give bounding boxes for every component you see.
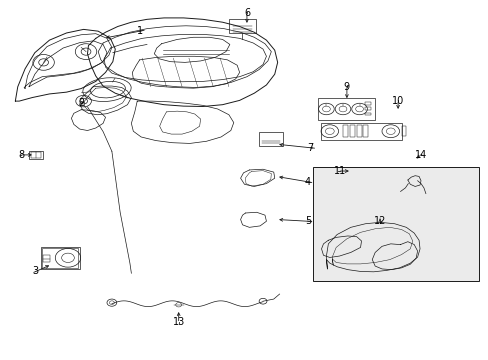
Bar [365,102,370,105]
Text: 1: 1 [136,26,142,36]
Bar [42,255,50,262]
Bar [365,113,370,116]
Bar [41,247,80,269]
Text: 10: 10 [391,96,404,106]
Text: 13: 13 [172,317,184,327]
Text: 3: 3 [33,266,39,276]
Bar [31,152,41,158]
Text: 6: 6 [244,8,249,18]
Bar [312,167,478,281]
Text: 8: 8 [18,150,24,160]
Text: 11: 11 [333,166,345,176]
Bar [259,132,282,146]
Bar [29,150,42,159]
Text: 4: 4 [304,177,310,187]
Bar [363,126,367,137]
Text: 12: 12 [373,216,386,226]
Bar [42,248,78,268]
Bar [228,19,255,33]
Bar [342,126,347,137]
Bar [356,126,361,137]
Text: 9: 9 [343,82,349,92]
Bar [317,98,374,120]
Bar [320,123,402,140]
Text: 14: 14 [414,150,426,160]
Text: 5: 5 [304,216,310,226]
Text: 7: 7 [306,143,313,153]
Bar [365,107,370,110]
Bar [401,126,406,136]
Bar [349,126,354,137]
Text: 2: 2 [78,98,84,108]
